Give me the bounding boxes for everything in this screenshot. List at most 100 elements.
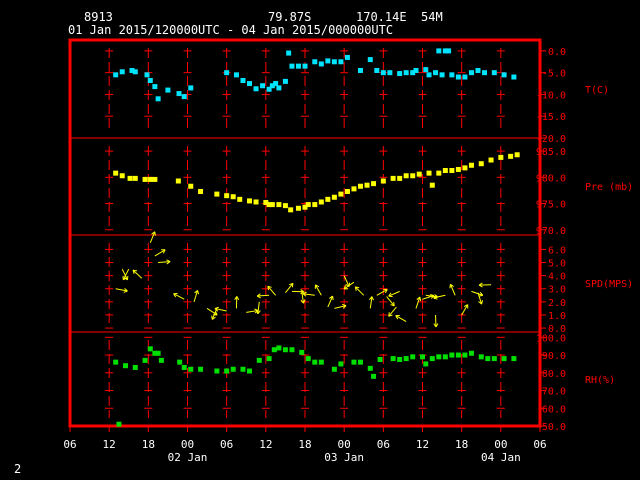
pressure-point xyxy=(214,191,220,197)
humidity-point xyxy=(122,363,128,369)
humidity-point xyxy=(338,361,344,367)
humidity-point xyxy=(188,366,194,372)
y-tick-label: 980.0 xyxy=(536,173,566,184)
temperature-point xyxy=(475,67,481,73)
y-tick-label: 2.0 xyxy=(548,298,566,309)
y-tick-label: 90.0 xyxy=(542,351,566,362)
humidity-point xyxy=(289,347,295,353)
pressure-point xyxy=(416,171,422,177)
pressure-point xyxy=(247,198,253,204)
y-tick-label: 70.0 xyxy=(542,387,566,398)
humidity-point xyxy=(318,359,324,365)
y-tick-label: 60.0 xyxy=(542,404,566,415)
x-tick-label: 06 xyxy=(377,438,390,451)
temperature-point xyxy=(240,78,246,84)
x-tick-label: 12 xyxy=(103,438,116,451)
station-id: 8913 xyxy=(84,10,113,24)
wind-arrow xyxy=(285,282,294,293)
wind-arrow xyxy=(415,296,422,309)
humidity-point xyxy=(501,356,507,362)
temperature-point xyxy=(403,70,409,76)
temperature-point xyxy=(380,70,386,76)
temperature-point xyxy=(439,72,445,78)
wind-arrow xyxy=(255,301,261,315)
wind-arrow xyxy=(478,282,492,288)
wind-arrow xyxy=(314,284,322,296)
temperature-point xyxy=(253,86,259,92)
humidity-point xyxy=(142,357,148,363)
temperature-point xyxy=(468,70,474,76)
y-tick-label: -5.0 xyxy=(542,69,566,80)
humidity-point xyxy=(485,356,491,362)
humidity-point xyxy=(113,359,119,365)
humidity-point xyxy=(282,347,288,353)
humidity-point xyxy=(155,350,161,356)
humidity-point xyxy=(468,350,474,356)
pressure-point xyxy=(113,170,119,176)
wind-arrow xyxy=(386,296,395,307)
humidity-point xyxy=(331,366,337,372)
humidity-point xyxy=(420,354,425,360)
temperature-point xyxy=(286,50,292,56)
humidity-point xyxy=(230,366,236,372)
temperature-point xyxy=(344,54,350,60)
humidity-point xyxy=(224,368,230,374)
x-tick-label: 00 xyxy=(181,438,194,451)
humidity-point xyxy=(436,354,442,360)
humidity-point xyxy=(449,352,455,358)
humidity-point xyxy=(266,356,272,362)
humidity-point xyxy=(511,356,517,362)
day-label: 03 Jan xyxy=(324,451,364,464)
humidity-point xyxy=(403,356,409,362)
pressure-point xyxy=(429,182,435,188)
pressure-point xyxy=(269,202,275,208)
pressure-point xyxy=(119,173,125,179)
temperature-point xyxy=(426,72,432,78)
y-tick-label: 5.0 xyxy=(548,259,566,270)
temperature-point xyxy=(367,57,373,63)
pressure-point xyxy=(449,168,455,174)
pressure-point xyxy=(288,207,294,213)
day-label: 04 Jan xyxy=(481,451,521,464)
temperature-point xyxy=(188,85,194,91)
temperature-point xyxy=(312,59,318,65)
pressure-point xyxy=(230,194,236,200)
temperature-point xyxy=(442,48,448,54)
wind-arrow xyxy=(461,304,469,316)
wind-arrow xyxy=(433,314,439,328)
pressure-point xyxy=(295,205,301,211)
pressure-point xyxy=(331,194,337,200)
temperature-point xyxy=(295,63,301,69)
temperature-point xyxy=(410,70,416,76)
humidity-point xyxy=(491,356,497,362)
humidity-point xyxy=(299,349,305,355)
wind-arrow xyxy=(302,291,315,297)
humidity-point xyxy=(423,361,429,367)
temperature-point xyxy=(144,72,150,78)
pressure-point xyxy=(344,188,350,194)
pressure-point xyxy=(390,175,396,181)
wind-arrow xyxy=(369,296,374,309)
x-tick-label: 06 xyxy=(63,438,76,451)
humidity-point xyxy=(240,366,246,372)
temperature-point xyxy=(224,70,230,76)
temperature-point xyxy=(147,78,153,84)
panel-label-temperature: T(C) xyxy=(585,85,609,96)
pressure-point xyxy=(253,199,259,205)
y-tick-label: -20.0 xyxy=(536,134,566,145)
temperature-point xyxy=(331,59,337,65)
humidity-point xyxy=(371,373,377,379)
pressure-point xyxy=(266,202,272,208)
pressure-point xyxy=(325,196,331,202)
temperature-point xyxy=(413,67,419,73)
pressure-point xyxy=(237,196,243,202)
panel-label-humidity: RH(%) xyxy=(585,375,615,386)
wind-arrow xyxy=(267,285,277,296)
temperature-point xyxy=(318,61,324,67)
humidity-point xyxy=(462,352,468,358)
x-tick-label: 00 xyxy=(494,438,507,451)
pressure-point xyxy=(380,178,386,184)
temperature-point xyxy=(273,81,279,87)
y-tick-label: -10.0 xyxy=(536,90,566,101)
humidity-point xyxy=(271,347,277,353)
